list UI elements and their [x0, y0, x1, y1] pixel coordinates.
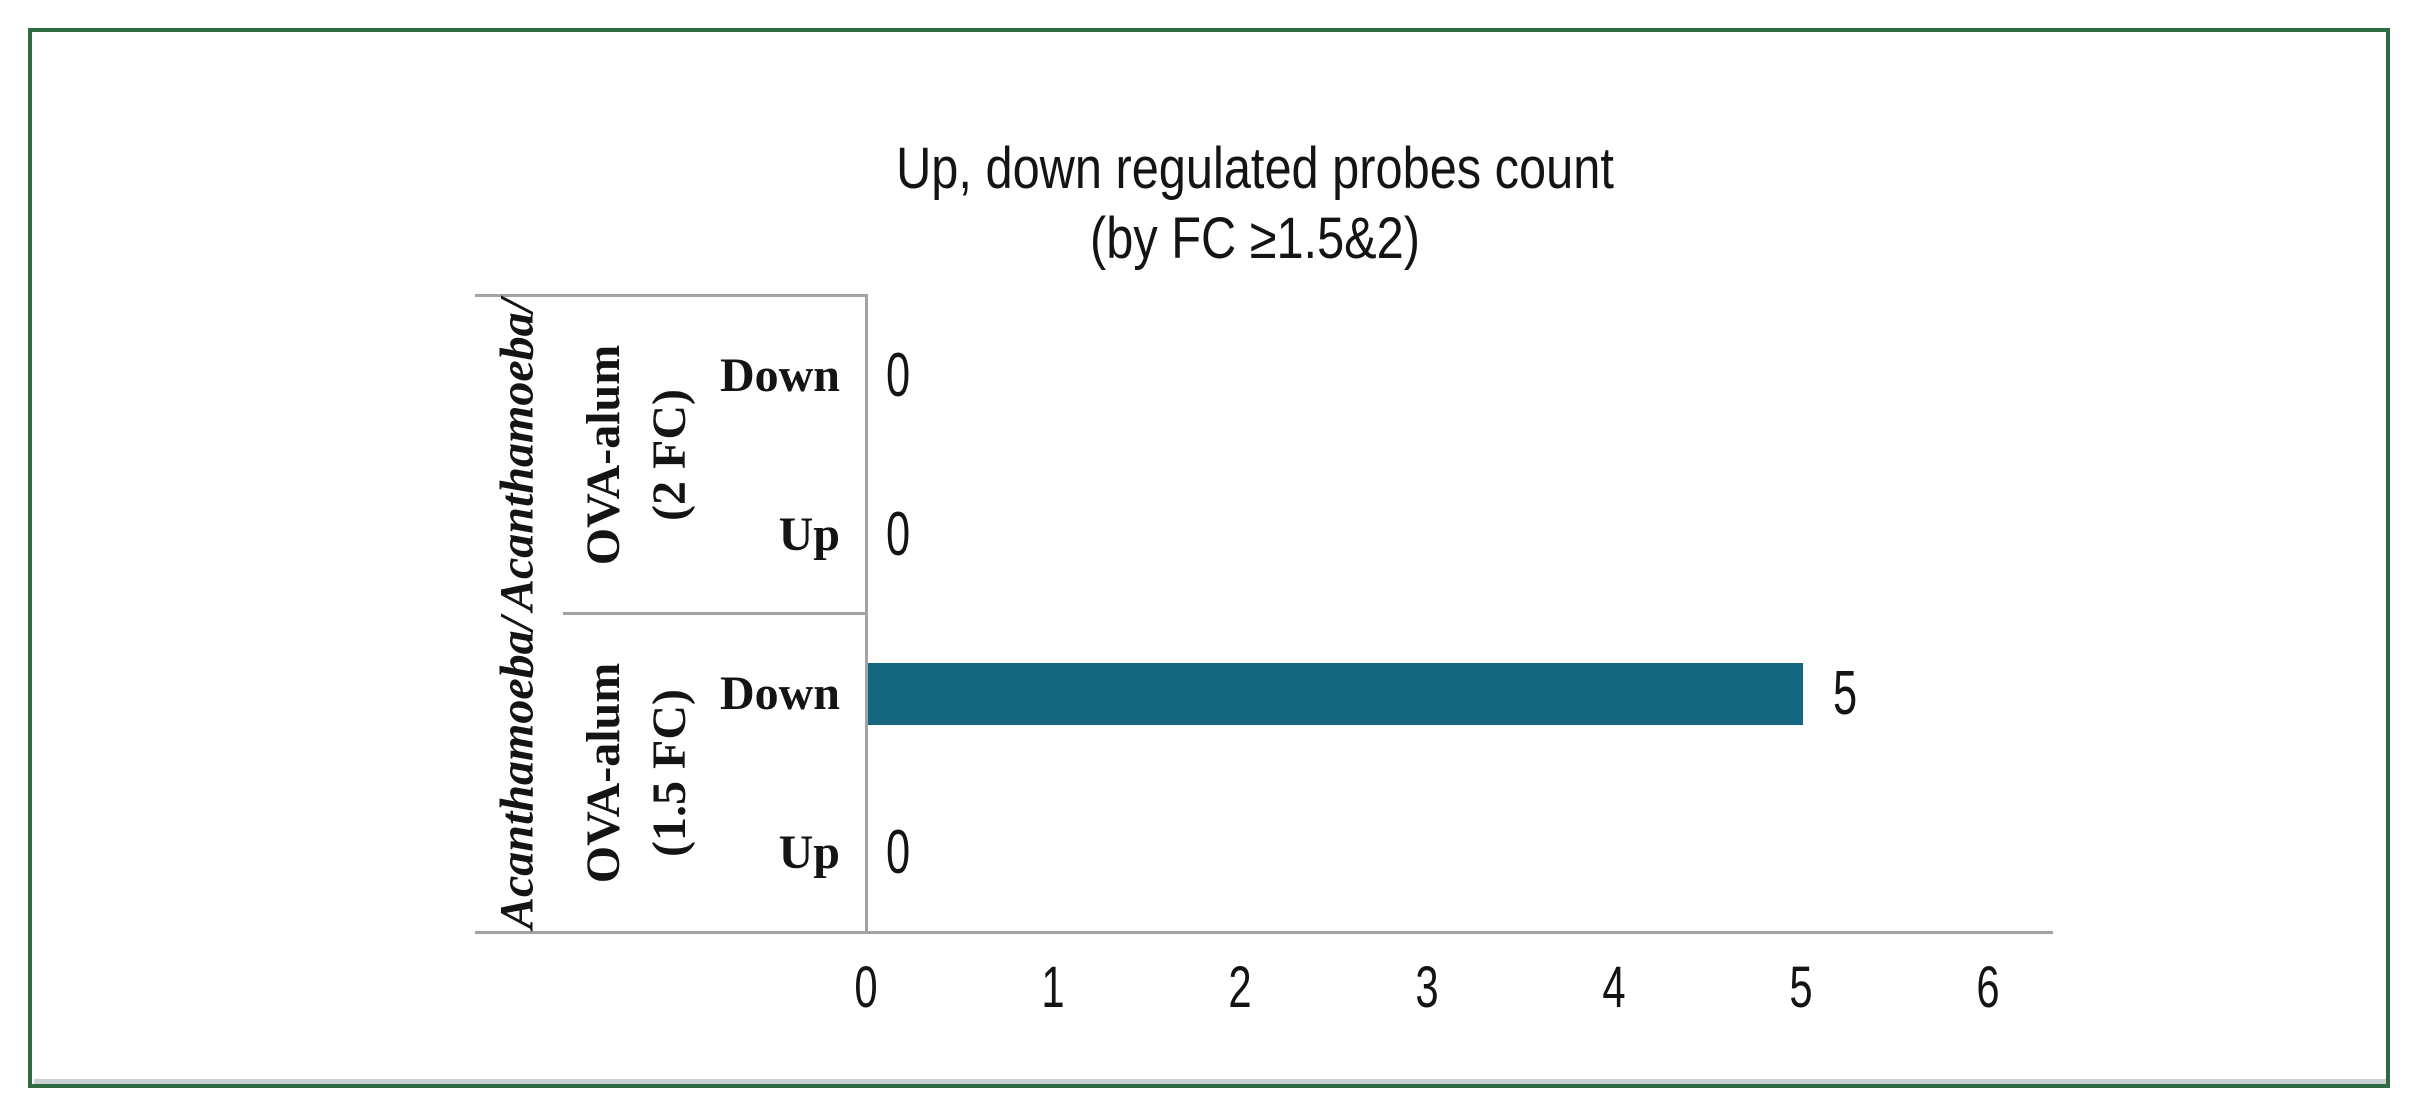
x-axis-tick-label: 4 [1602, 955, 1626, 1020]
chart-title: Up, down regulated probes count (by FC ≥… [751, 134, 1759, 274]
row-category-label: Up [778, 507, 840, 561]
figure-green-frame [28, 28, 2390, 1088]
bar-value-label: 5 [1833, 658, 1858, 728]
row-category-label: Down [719, 666, 840, 720]
chart-title-line-1: Up, down regulated probes count [896, 136, 1614, 201]
figure-bottom-edge-strip [34, 1079, 2386, 1084]
x-axis-tick-label: 0 [854, 955, 878, 1020]
chart-title-line-2: (by FC ≥1.5&2) [1090, 206, 1420, 271]
data-bar [868, 662, 1803, 725]
x-axis-tick-label: 6 [1976, 955, 2000, 1020]
x-axis-tick-label: 3 [1415, 955, 1439, 1020]
x-axis-tick-label: 1 [1041, 955, 1065, 1020]
group-separator-line [563, 612, 868, 615]
group-label-species: Acanthamoeba/ [490, 616, 544, 930]
group-label-species: Acanthamoeba/ [490, 298, 544, 612]
bar-value-label: 0 [886, 817, 911, 887]
row-category-label: Down [719, 348, 840, 402]
bar-value-label: 0 [886, 499, 911, 569]
category-area-top-border [475, 294, 868, 297]
bar-value-label: 0 [886, 340, 911, 410]
x-axis-tick-label: 5 [1789, 955, 1813, 1020]
x-axis-line [475, 931, 2053, 934]
x-axis-tick-label: 2 [1228, 955, 1252, 1020]
row-category-label: Up [778, 825, 840, 879]
